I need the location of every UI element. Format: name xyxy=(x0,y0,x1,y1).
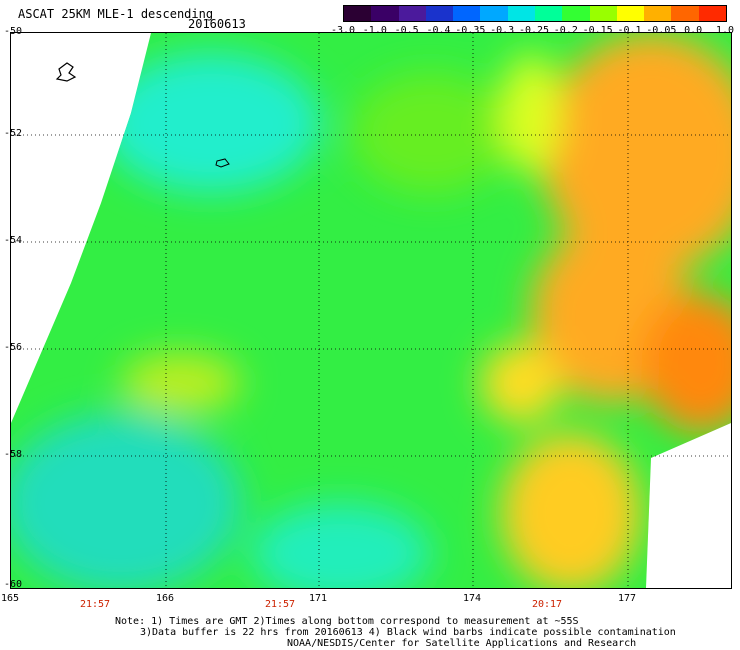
map-date: 20160613 xyxy=(188,17,246,31)
colorbar xyxy=(343,5,727,22)
colorbar-tick-label: -0.5 xyxy=(394,25,419,36)
note-line-2: 3)Data buffer is 22 hrs from 20160613 4)… xyxy=(140,627,676,638)
time-label: 21:57 xyxy=(79,599,111,610)
lat-label: -58 xyxy=(4,449,23,460)
colorbar-tick-label: 1.0 xyxy=(715,25,735,36)
lon-label: 171 xyxy=(308,593,328,604)
colorbar-tick-label: -3.0 xyxy=(330,25,356,36)
colorbar-segment xyxy=(371,6,399,21)
time-label: 20:17 xyxy=(531,599,563,610)
time-label: 21:57 xyxy=(264,599,296,610)
colorbar-tick-label: 0.0 xyxy=(684,25,703,36)
colorbar-tick-label: -0.1 xyxy=(617,25,642,36)
swath-map xyxy=(11,33,731,588)
colorbar-tick-label: -0.35 xyxy=(455,25,486,36)
lon-label: 174 xyxy=(462,593,482,604)
colorbar-segment xyxy=(344,6,372,21)
islet-outline xyxy=(215,158,230,168)
colorbar-tick-label: -0.05 xyxy=(646,25,677,36)
colorbar-tick-label: -0.25 xyxy=(518,25,550,36)
colorbar-segment xyxy=(425,6,454,21)
colorbar-segment xyxy=(562,6,590,21)
lon-label: 165 xyxy=(0,593,20,604)
colorbar-segment xyxy=(644,6,672,21)
colorbar-tick-label: -0.15 xyxy=(582,25,613,36)
colorbar-tick-label: -0.4 xyxy=(426,25,451,36)
lon-label: 166 xyxy=(155,593,175,604)
colorbar-segment xyxy=(453,6,481,21)
colorbar-tick-label: -1.0 xyxy=(362,25,387,36)
note-line-3: NOAA/NESDIS/Center for Satellite Applica… xyxy=(287,638,637,649)
colorbar-labels: -3.0 -1.0 -0.5 -0.4 -0.35 -0.3 -0.25 -0.2 -0.15-… xyxy=(330,25,740,37)
colorbar-segment xyxy=(507,6,535,21)
map-title: ASCAT 25KM MLE-1 descending xyxy=(18,7,214,21)
lon-label: 177 xyxy=(617,593,637,604)
swath-data xyxy=(11,33,731,588)
colorbar-tick-label: -0.3 xyxy=(490,25,515,36)
note-line-1: Note: 1) Times are GMT 2)Times along bot… xyxy=(115,616,579,627)
colorbar-segment xyxy=(398,6,426,21)
colorbar-segment xyxy=(616,6,645,21)
lat-label: -50 xyxy=(4,26,23,37)
colorbar-segment xyxy=(671,6,699,21)
colorbar-segment xyxy=(480,6,508,21)
colorbar-tick-label: -0.2 xyxy=(553,25,578,36)
lat-label: -54 xyxy=(4,235,23,246)
colorbar-segment xyxy=(589,6,617,21)
lat-label: -60 xyxy=(4,579,23,590)
lat-label: -56 xyxy=(4,342,23,353)
colorbar-segment xyxy=(698,6,726,21)
grid-lines xyxy=(11,33,731,588)
map-panel xyxy=(10,32,732,589)
colorbar-segment xyxy=(534,6,563,21)
lat-label: -52 xyxy=(4,128,23,139)
island-outline xyxy=(55,62,77,82)
